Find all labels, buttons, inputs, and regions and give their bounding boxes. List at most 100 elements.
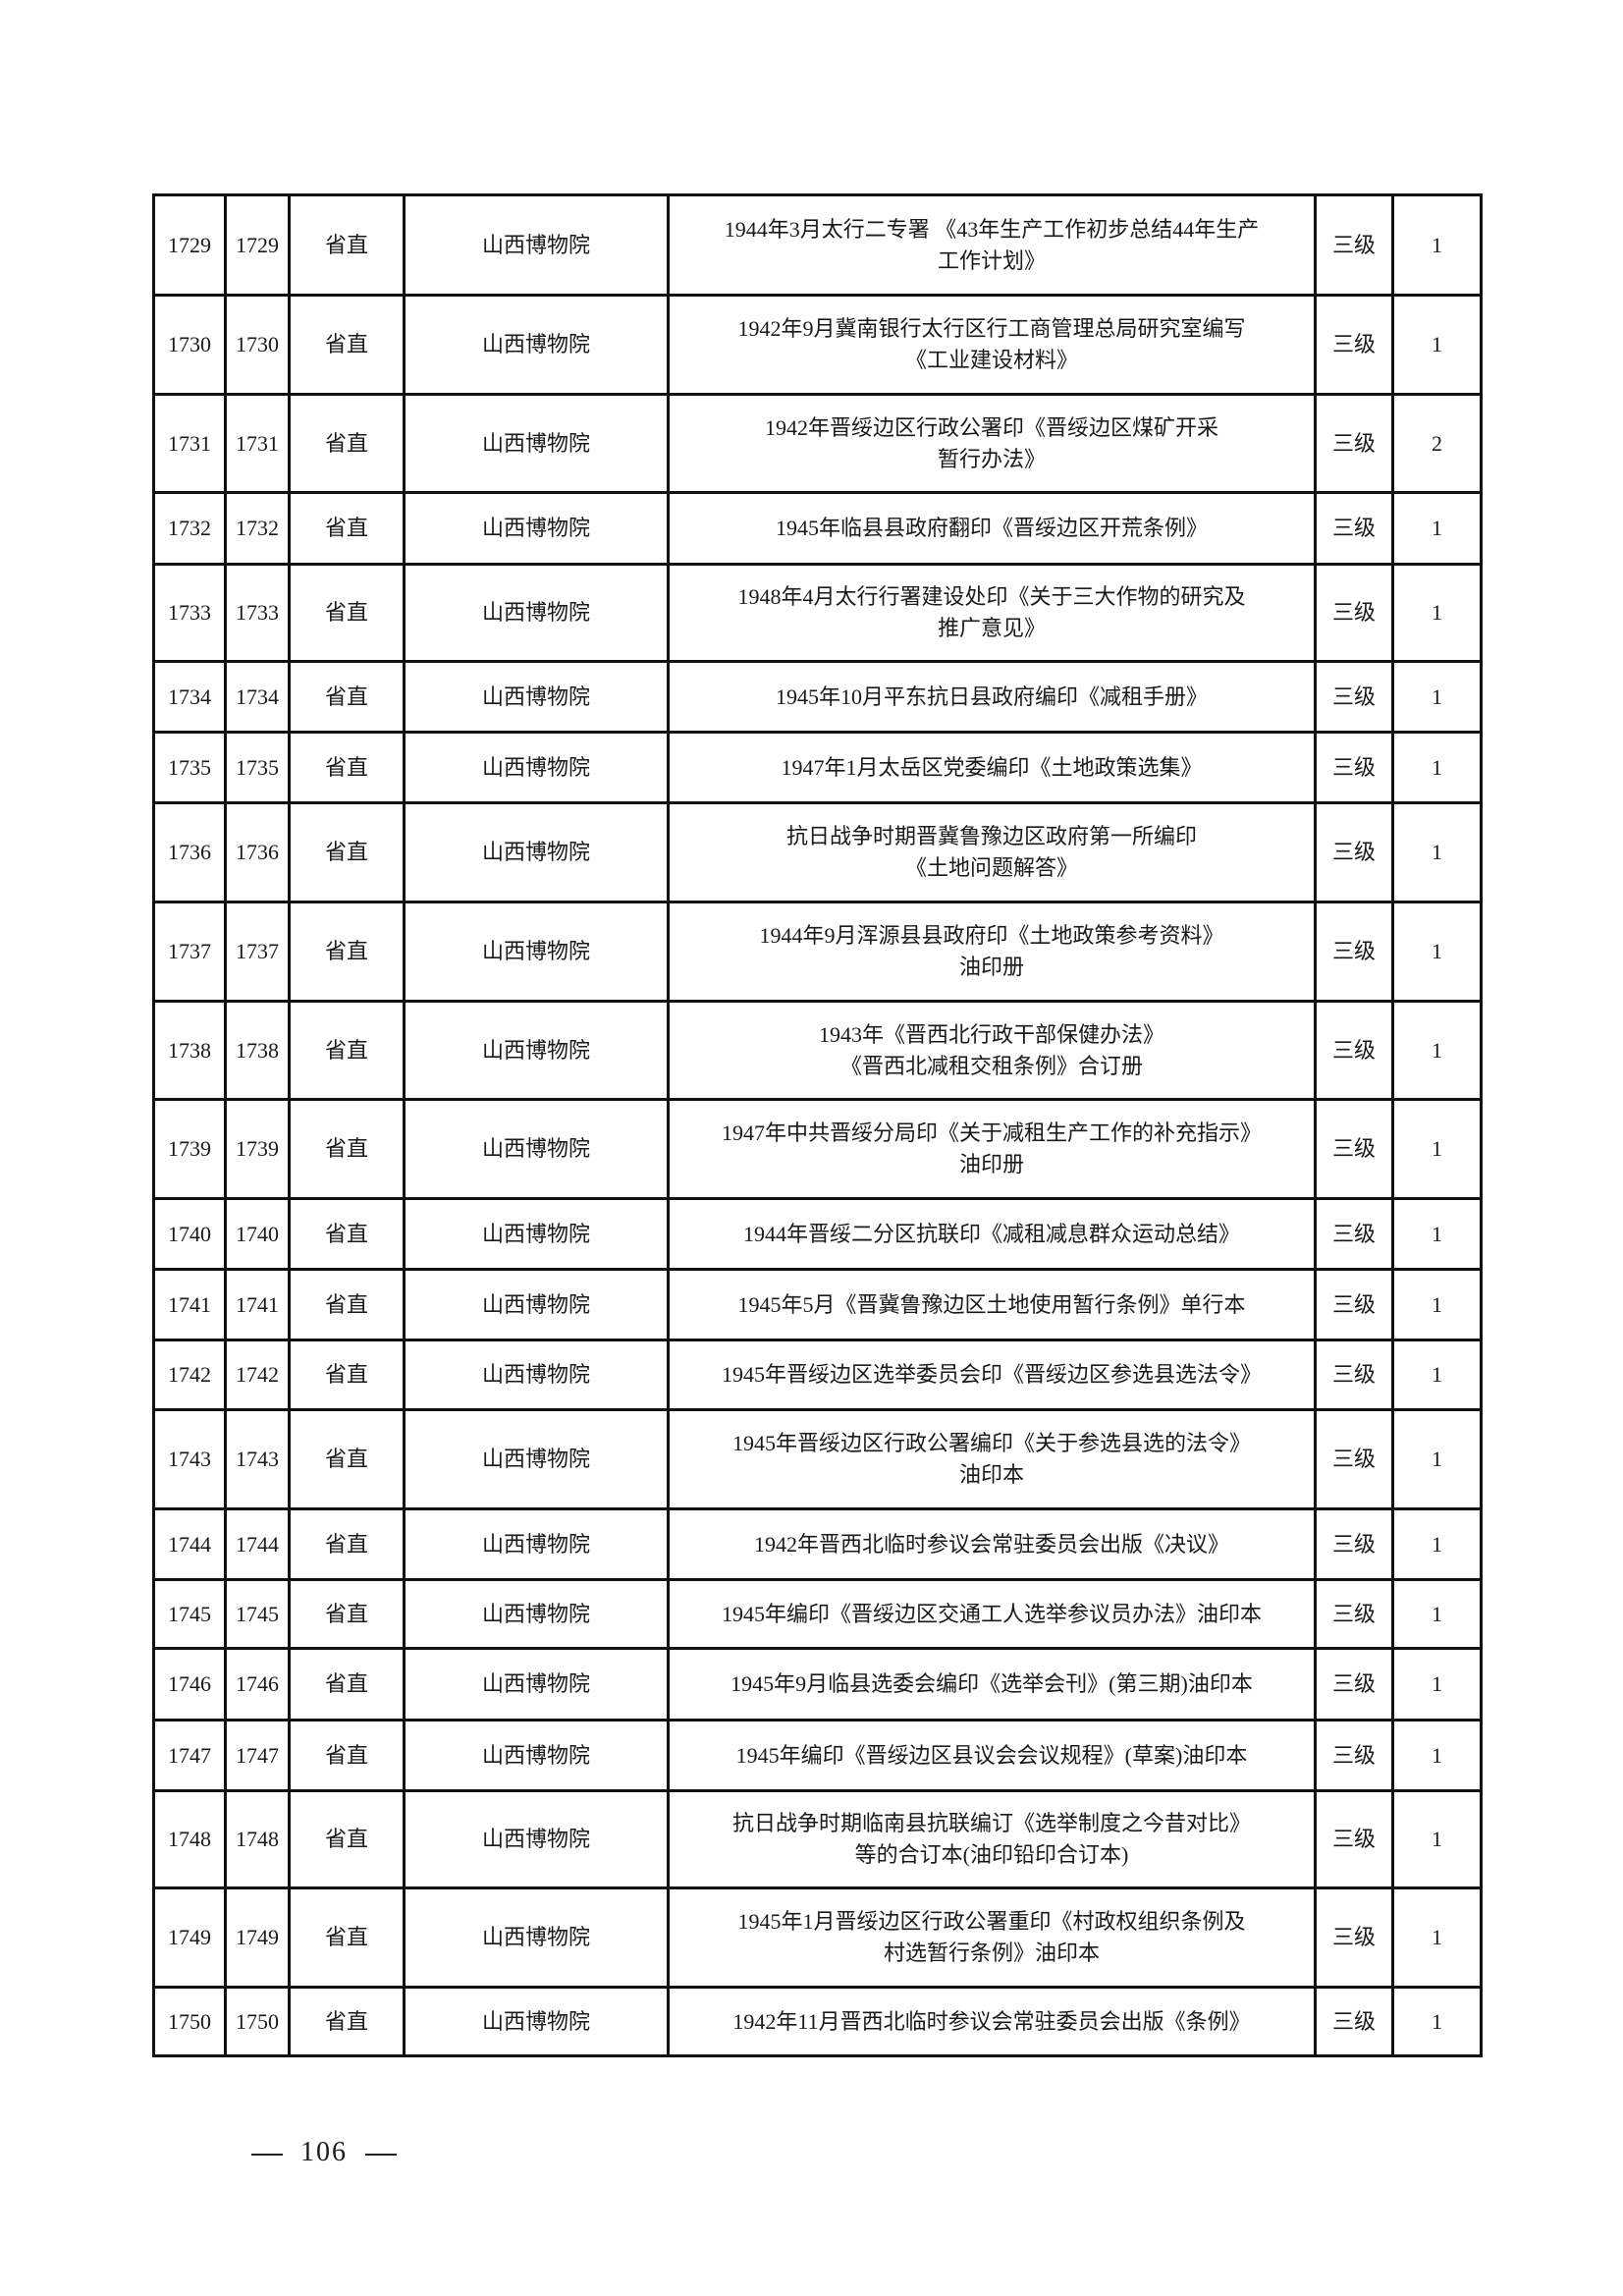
item-number-cell: 1738 [224,1000,291,1101]
quantity-cell: 1 [1391,1197,1483,1271]
grade-level-cell: 三级 [1314,801,1394,903]
footer-dash-left [251,2153,283,2156]
item-description-cell: 1944年晋绥二分区抗联印《减租减息群众运动总结》 [667,1197,1317,1271]
holding-unit-cell: 山西博物院 [403,1507,670,1581]
grade-level-cell: 三级 [1314,1000,1394,1101]
table-row: 1732 1732 省直 山西博物院 1945年临县县政府翻印《晋绥边区开荒条例》 三级 1 [152,491,1483,566]
table-row: 1729 1729 省直 山西博物院 1944年3月太行二专署 《43年生产工作初步总结… [152,193,1483,297]
quantity-cell: 1 [1391,491,1483,566]
sequence-number-cell: 1730 [152,294,227,396]
item-number-cell: 1739 [224,1098,291,1200]
item-description-cell: 1945年编印《晋绥边区交通工人选举参议员办法》油印本 [667,1578,1317,1650]
table-row: 1731 1731 省直 山西博物院 1942年晋绥边区行政公署印《晋绥边区煤矿开采 暂… [152,393,1483,494]
grade-level-cell: 三级 [1314,1886,1394,1989]
item-description-cell: 1945年10月平东抗日县政府编印《减租手册》 [667,660,1317,734]
grade-level-cell: 三级 [1314,193,1394,297]
item-number-cell: 1741 [224,1268,291,1341]
sequence-number-cell: 1744 [152,1507,227,1581]
grade-level-cell: 三级 [1314,1986,1394,2057]
item-description-cell: 1942年晋西北临时参议会常驻委员会出版《决议》 [667,1507,1317,1581]
holding-unit-cell: 山西博物院 [403,660,670,734]
sequence-number-cell: 1738 [152,1000,227,1101]
quantity-cell: 1 [1391,731,1483,804]
holding-unit-cell: 山西博物院 [403,1408,670,1510]
grade-level-cell: 三级 [1314,1507,1394,1581]
category-cell: 省直 [288,1408,406,1510]
holding-unit-cell: 山西博物院 [403,1339,670,1411]
sequence-number-cell: 1747 [152,1719,227,1792]
table-row: 1746 1746 省直 山西博物院 1945年9月临县选委会编印《选举会刊》(第三期)… [152,1647,1483,1722]
quantity-cell: 1 [1391,1647,1483,1722]
category-cell: 省直 [288,801,406,903]
category-cell: 省直 [288,193,406,297]
grade-level-cell: 三级 [1314,1408,1394,1510]
category-cell: 省直 [288,1000,406,1101]
grade-level-cell: 三级 [1314,1197,1394,1271]
category-cell: 省直 [288,1886,406,1989]
quantity-cell: 1 [1391,1408,1483,1510]
item-description-cell: 1945年1月晋绥边区行政公署重印《村政权组织条例及 村选暂行条例》油印本 [667,1886,1317,1989]
category-cell: 省直 [288,1986,406,2057]
quantity-cell: 1 [1391,1098,1483,1200]
item-description-cell: 1947年1月太岳区党委编印《土地政策选集》 [667,731,1317,804]
collection-table: 1729 1729 省直 山西博物院 1944年3月太行二专署 《43年生产工作初步总结… [152,193,1483,2057]
holding-unit-cell: 山西博物院 [403,1197,670,1271]
holding-unit-cell: 山西博物院 [403,491,670,566]
table-row: 1749 1749 省直 山西博物院 1945年1月晋绥边区行政公署重印《村政权组织条例… [152,1886,1483,1989]
item-number-cell: 1740 [224,1197,291,1271]
sequence-number-cell: 1734 [152,660,227,734]
quantity-cell: 1 [1391,1789,1483,1889]
sequence-number-cell: 1743 [152,1408,227,1510]
sequence-number-cell: 1737 [152,901,227,1003]
category-cell: 省直 [288,491,406,566]
category-cell: 省直 [288,1268,406,1341]
footer-dash-right [365,2153,397,2156]
category-cell: 省直 [288,1197,406,1271]
quantity-cell: 1 [1391,1886,1483,1989]
category-cell: 省直 [288,1719,406,1792]
grade-level-cell: 三级 [1314,563,1394,663]
item-number-cell: 1750 [224,1986,291,2057]
quantity-cell: 1 [1391,660,1483,734]
table-row: 1744 1744 省直 山西博物院 1942年晋西北临时参议会常驻委员会出版《决议》三… [152,1507,1483,1581]
item-number-cell: 1748 [224,1789,291,1889]
item-number-cell: 1745 [224,1578,291,1650]
holding-unit-cell: 山西博物院 [403,1578,670,1650]
sequence-number-cell: 1742 [152,1339,227,1411]
sequence-number-cell: 1732 [152,491,227,566]
holding-unit-cell: 山西博物院 [403,193,670,297]
holding-unit-cell: 山西博物院 [403,1986,670,2057]
item-number-cell: 1730 [224,294,291,396]
table-row: 1737 1737 省直 山西博物院 1944年9月浑源县县政府印《土地政策参考资料》 … [152,901,1483,1003]
grade-level-cell: 三级 [1314,1647,1394,1722]
sequence-number-cell: 1748 [152,1789,227,1889]
item-description-cell: 1945年9月临县选委会编印《选举会刊》(第三期)油印本 [667,1647,1317,1722]
category-cell: 省直 [288,393,406,494]
holding-unit-cell: 山西博物院 [403,901,670,1003]
quantity-cell: 1 [1391,1000,1483,1101]
holding-unit-cell: 山西博物院 [403,1789,670,1889]
table-row: 1742 1742 省直 山西博物院 1945年晋绥边区选举委员会印《晋绥边区参选县选法… [152,1339,1483,1411]
holding-unit-cell: 山西博物院 [403,1000,670,1101]
category-cell: 省直 [288,294,406,396]
table-row: 1739 1739 省直 山西博物院 1947年中共晋绥分局印《关于减租生产工作的补充指… [152,1098,1483,1200]
category-cell: 省直 [288,1339,406,1411]
item-number-cell: 1746 [224,1647,291,1722]
item-description-cell: 1945年5月《晋冀鲁豫边区土地使用暂行条例》单行本 [667,1268,1317,1341]
table-row: 1738 1738 省直 山西博物院 1943年《晋西北行政干部保健办法》 《晋西北减租… [152,1000,1483,1101]
item-description-cell: 1942年晋绥边区行政公署印《晋绥边区煤矿开采 暂行办法》 [667,393,1317,494]
item-number-cell: 1743 [224,1408,291,1510]
grade-level-cell: 三级 [1314,1098,1394,1200]
grade-level-cell: 三级 [1314,901,1394,1003]
sequence-number-cell: 1736 [152,801,227,903]
sequence-number-cell: 1741 [152,1268,227,1341]
sequence-number-cell: 1729 [152,193,227,297]
holding-unit-cell: 山西博物院 [403,393,670,494]
holding-unit-cell: 山西博物院 [403,1098,670,1200]
item-description-cell: 1945年编印《晋绥边区县议会会议规程》(草案)油印本 [667,1719,1317,1792]
table-row: 1733 1733 省直 山西博物院 1948年4月太行行署建设处印《关于三大作物的研究… [152,563,1483,663]
item-description-cell: 1942年9月冀南银行太行区行工商管理总局研究室编写 《工业建设材料》 [667,294,1317,396]
grade-level-cell: 三级 [1314,1789,1394,1889]
item-number-cell: 1742 [224,1339,291,1411]
table-row: 1740 1740 省直 山西博物院 1944年晋绥二分区抗联印《减租减息群众运动总结》… [152,1197,1483,1271]
